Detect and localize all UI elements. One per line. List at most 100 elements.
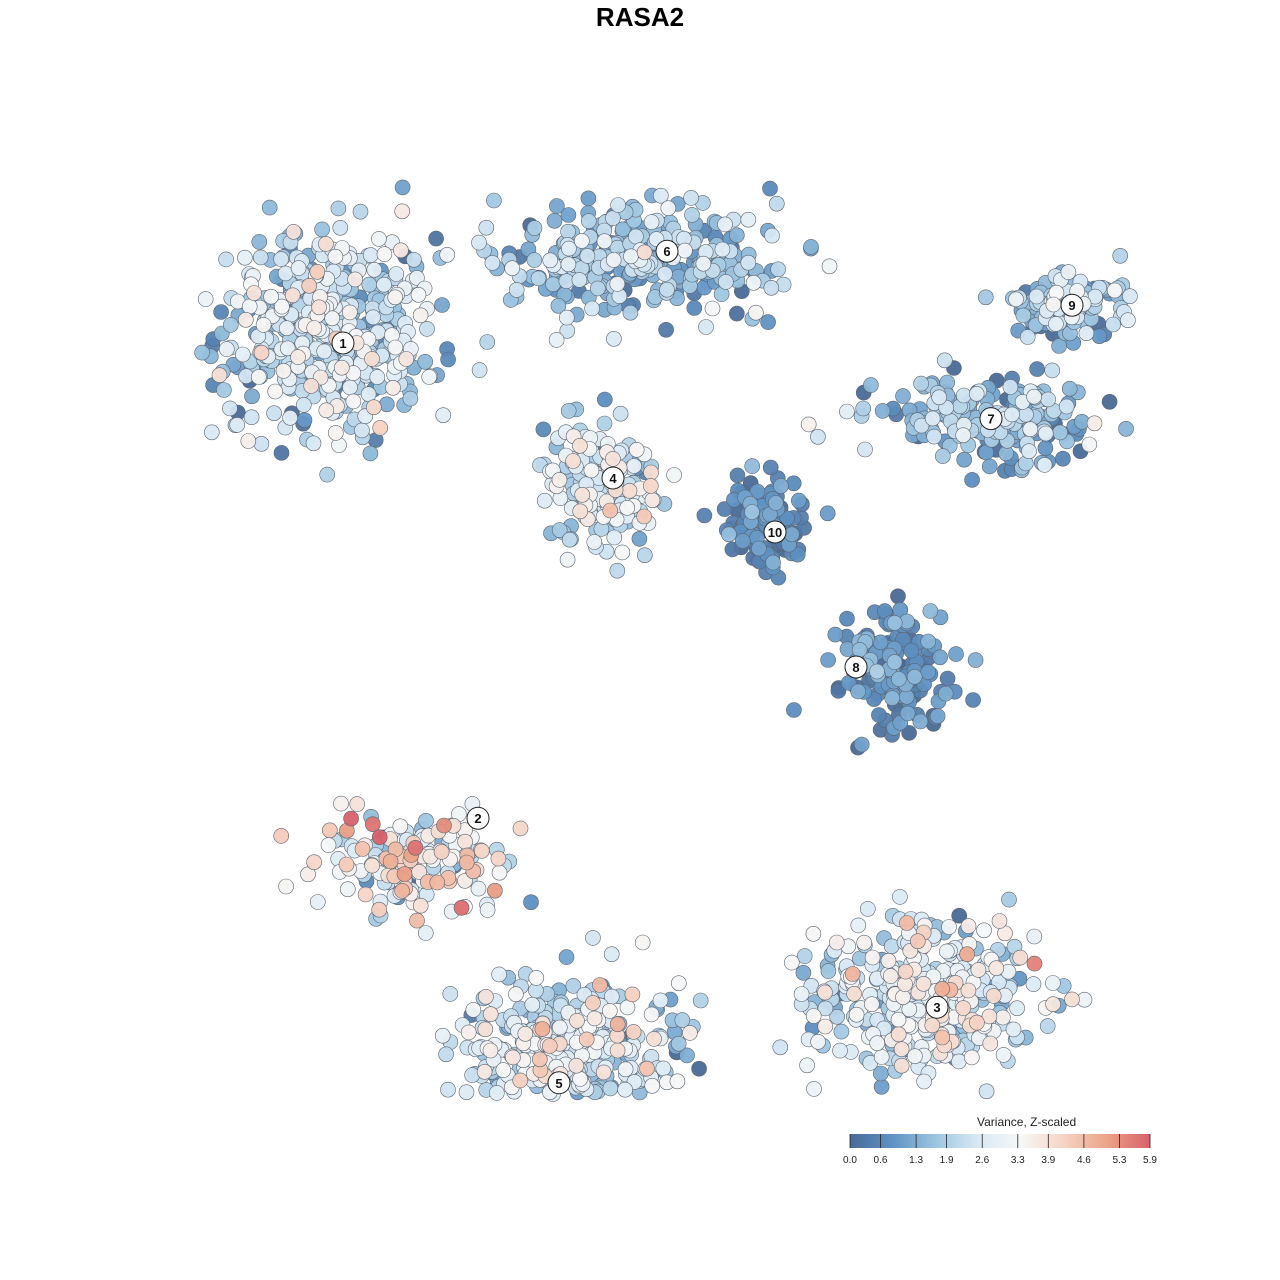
cell-point-cluster-3 (951, 907, 968, 924)
cell-point-cluster-5 (517, 1026, 534, 1042)
cell-point-cluster-2 (487, 882, 503, 899)
cell-point-cluster-1 (303, 378, 320, 394)
cell-point-cluster-10 (789, 546, 806, 563)
cell-point-cluster-1 (327, 248, 344, 265)
cell-point-cluster-1 (241, 298, 258, 315)
cell-point-cluster-8 (839, 610, 855, 627)
cell-point-cluster-6 (573, 233, 590, 249)
cell-point-cluster-9 (1091, 328, 1108, 345)
cell-point-cluster-3 (810, 1034, 826, 1050)
cell-point-cluster-3 (899, 915, 915, 931)
cell-point-cluster-2 (436, 817, 452, 834)
cell-point-cluster-8 (906, 668, 923, 685)
cell-point-cluster-3 (817, 984, 833, 1001)
cell-point-cluster-8 (871, 707, 887, 723)
cell-point-cluster-4 (643, 464, 659, 481)
cell-point-cluster-4 (574, 486, 591, 503)
cell-point-cluster-7 (1004, 406, 1020, 423)
cluster-label-2: 2 (466, 806, 490, 830)
cell-point-cluster-7 (1040, 391, 1056, 408)
cell-point-cluster-7 (1058, 398, 1075, 415)
cell-point-cluster-1 (324, 310, 341, 327)
cluster-label-text: 3 (933, 1000, 940, 1015)
cell-point-cluster-5 (634, 934, 651, 951)
cell-point-cluster-7 (1081, 436, 1098, 453)
cell-point-cluster-1 (402, 390, 419, 407)
cell-point-cluster-3 (976, 922, 992, 939)
cell-point-cluster-8 (827, 626, 844, 643)
cell-point-cluster-2 (321, 822, 338, 839)
cell-point-cluster-2 (407, 839, 424, 856)
cell-point-cluster-4 (565, 453, 581, 469)
cell-point-cluster-5 (592, 977, 608, 993)
cell-point-cluster-9 (1112, 248, 1128, 264)
cell-point-cluster-4 (596, 391, 613, 408)
cell-point-cluster-7 (1022, 421, 1039, 438)
cell-point-cluster-5 (488, 1085, 505, 1101)
cell-point-cluster-3 (963, 1049, 980, 1066)
cell-point-cluster-3 (995, 1009, 1011, 1026)
cell-point-cluster-3 (820, 963, 837, 979)
cell-point-cluster-4 (666, 467, 682, 483)
cell-point-cluster-9 (977, 289, 994, 306)
cell-point-cluster-3 (799, 1057, 815, 1074)
cell-point-cluster-4 (560, 403, 577, 419)
cell-point-cluster-2 (343, 810, 359, 827)
cell-point-cluster-7 (1044, 362, 1060, 379)
cell-point-cluster-3 (850, 917, 867, 934)
cell-point-cluster-3 (848, 1006, 865, 1023)
colorbar-tick-label: 4.6 (1077, 1155, 1091, 1166)
cluster-label-badge (547, 1071, 571, 1095)
cell-point-cluster-1 (311, 299, 327, 316)
cell-point-cluster-7 (1052, 424, 1068, 441)
cell-point-cluster-1 (213, 304, 229, 320)
cell-point-cluster-6 (704, 300, 721, 317)
cell-point-cluster-6 (580, 190, 597, 207)
cell-point-cluster-1 (354, 422, 370, 439)
cell-point-cluster-3 (806, 1081, 822, 1097)
cell-point-cluster-5 (508, 986, 524, 1003)
cell-point-cluster-6 (740, 211, 757, 228)
cell-point-cluster-6 (660, 200, 677, 216)
cell-point-cluster-1 (318, 236, 334, 252)
cell-point-cluster-3 (960, 982, 977, 999)
cluster-label-text: 5 (555, 1076, 562, 1091)
cell-point-cluster-1 (285, 224, 302, 240)
cell-point-cluster-3 (880, 952, 897, 969)
cluster-label-9: 9 (1060, 293, 1084, 317)
cell-point-cluster-9 (1051, 338, 1067, 354)
cell-point-cluster-1 (261, 199, 278, 216)
cell-point-cluster-10 (785, 475, 802, 492)
cell-point-cluster-8 (920, 633, 937, 650)
cell-point-cluster-8 (922, 603, 939, 619)
cell-point-cluster-2 (417, 925, 434, 941)
cluster-label-5: 5 (547, 1071, 571, 1095)
cell-point-cluster-6 (526, 252, 543, 268)
cell-point-cluster-3 (959, 946, 975, 963)
cell-point-cluster-1 (428, 230, 444, 247)
cell-point-cluster-6 (636, 244, 653, 261)
cluster-label-badge (655, 239, 679, 263)
cell-point-cluster-2 (412, 897, 429, 914)
cell-point-cluster-6 (803, 239, 819, 255)
cell-point-cluster-3 (873, 1049, 890, 1065)
cluster-label-8: 8 (844, 655, 868, 679)
cell-point-cluster-1 (216, 382, 232, 398)
colorbar-tick-label: 1.3 (909, 1155, 923, 1166)
cell-point-cluster-6 (596, 233, 613, 249)
cell-point-cluster-4 (619, 499, 636, 516)
cell-point-cluster-5 (572, 1071, 588, 1087)
cell-point-cluster-5 (528, 970, 545, 986)
cell-point-cluster-7 (955, 427, 972, 444)
cell-point-cluster-10 (779, 510, 795, 527)
cell-point-cluster-6 (558, 273, 575, 289)
cluster-label-text: 2 (474, 811, 481, 826)
cell-point-cluster-2 (382, 853, 399, 870)
cell-point-cluster-6 (728, 305, 745, 322)
cell-point-cluster-4 (572, 503, 589, 520)
cell-point-cluster-7 (857, 441, 873, 458)
cell-point-cluster-1 (279, 340, 296, 357)
cluster-label-text: 9 (1068, 298, 1075, 313)
cell-point-cluster-3 (833, 1023, 850, 1040)
cell-point-cluster-1 (341, 304, 358, 321)
